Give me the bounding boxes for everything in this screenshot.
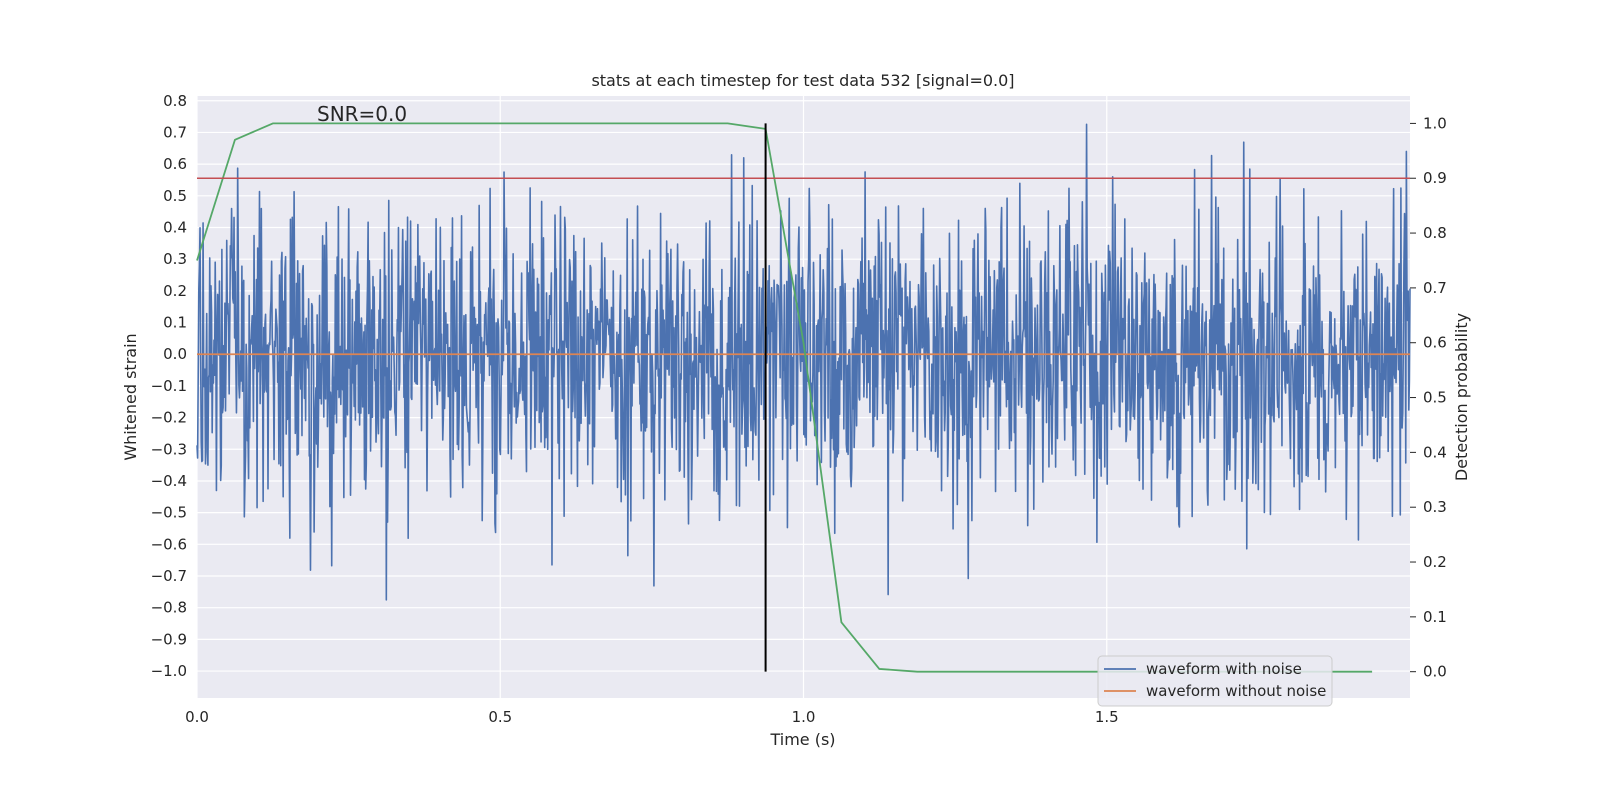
x-tick-label: 0.5 xyxy=(488,708,512,726)
y-left-tick-label: −0.3 xyxy=(151,440,187,458)
y-right-tick-label: 0.2 xyxy=(1423,553,1447,571)
y-right-tick-label: 0.1 xyxy=(1423,608,1447,626)
x-tick-label: 1.5 xyxy=(1095,708,1119,726)
y-left-tick-label: 0.2 xyxy=(163,282,187,300)
legend: waveform with noise waveform without noi… xyxy=(1097,655,1333,707)
y-left-tick-label: 0.8 xyxy=(163,92,187,110)
y-left-tick-label: −0.5 xyxy=(151,504,187,522)
y-right-tick-label: 0.8 xyxy=(1423,224,1447,242)
y-right-tick-label: 1.0 xyxy=(1423,114,1447,132)
y-left-tick-label: −1.0 xyxy=(151,662,187,680)
reference-lines-group xyxy=(197,123,1410,672)
y-right-tick-label: 0.7 xyxy=(1423,279,1447,297)
snr-annotation: SNR=0.0 xyxy=(317,102,407,126)
x-tick-label: 0.0 xyxy=(185,708,209,726)
y-left-tick-label: −0.2 xyxy=(151,409,187,427)
x-tick-label: 1.0 xyxy=(792,708,816,726)
y-right-tick-label: 0.3 xyxy=(1423,498,1447,516)
y-left-tick-label: 0.0 xyxy=(163,345,187,363)
y-right-tick-label: 0.4 xyxy=(1423,443,1447,461)
y-left-tick-label: −0.7 xyxy=(151,567,187,585)
y-left-tick-label: −0.6 xyxy=(151,535,187,553)
y-right-tick-label: 0.0 xyxy=(1423,663,1447,681)
y-left-tick-label: 0.3 xyxy=(163,250,187,268)
y-right-tick-label: 0.9 xyxy=(1423,169,1447,187)
y-left-tick-label: 0.1 xyxy=(163,314,187,332)
y-axis-right-label: Detection probability xyxy=(1452,313,1471,481)
series-line-waveform-with-noise xyxy=(196,123,1411,601)
y-left-tick-label: 0.5 xyxy=(163,187,187,205)
y-left-tick-label: −0.4 xyxy=(151,472,187,490)
y-left-tick-label: 0.7 xyxy=(163,123,187,141)
legend-label-clean: waveform without noise xyxy=(1146,682,1326,700)
noise-series-group xyxy=(196,123,1411,601)
y-left-tick-label: 0.4 xyxy=(163,218,187,236)
x-axis-label: Time (s) xyxy=(769,730,835,749)
chart-title: stats at each timestep for test data 532… xyxy=(591,71,1014,90)
y-left-ticks-group: 0.8 0.7 0.6 0.5 0.4 0.3 0.2 0.1 0.0 −0.1 −0.2 −0.3 −… xyxy=(151,92,187,680)
y-left-tick-label: −0.9 xyxy=(151,630,187,648)
y-axis-left-label: Whitened strain xyxy=(121,333,140,460)
y-right-ticks-group: 1.0 0.9 0.8 0.7 0.6 0.5 0.4 0.3 0.2 0.1 0.0 xyxy=(1410,114,1447,681)
y-left-tick-label: −0.1 xyxy=(151,377,187,395)
legend-label-noise: waveform with noise xyxy=(1146,660,1302,678)
y-left-tick-label: −0.8 xyxy=(151,599,187,617)
x-ticks-group: 0.0 0.5 1.0 1.5 xyxy=(185,708,1119,726)
y-right-tick-label: 0.5 xyxy=(1423,389,1447,407)
y-right-tick-label: 0.6 xyxy=(1423,334,1447,352)
y-left-tick-label: 0.6 xyxy=(163,155,187,173)
legend-box xyxy=(1097,655,1333,707)
